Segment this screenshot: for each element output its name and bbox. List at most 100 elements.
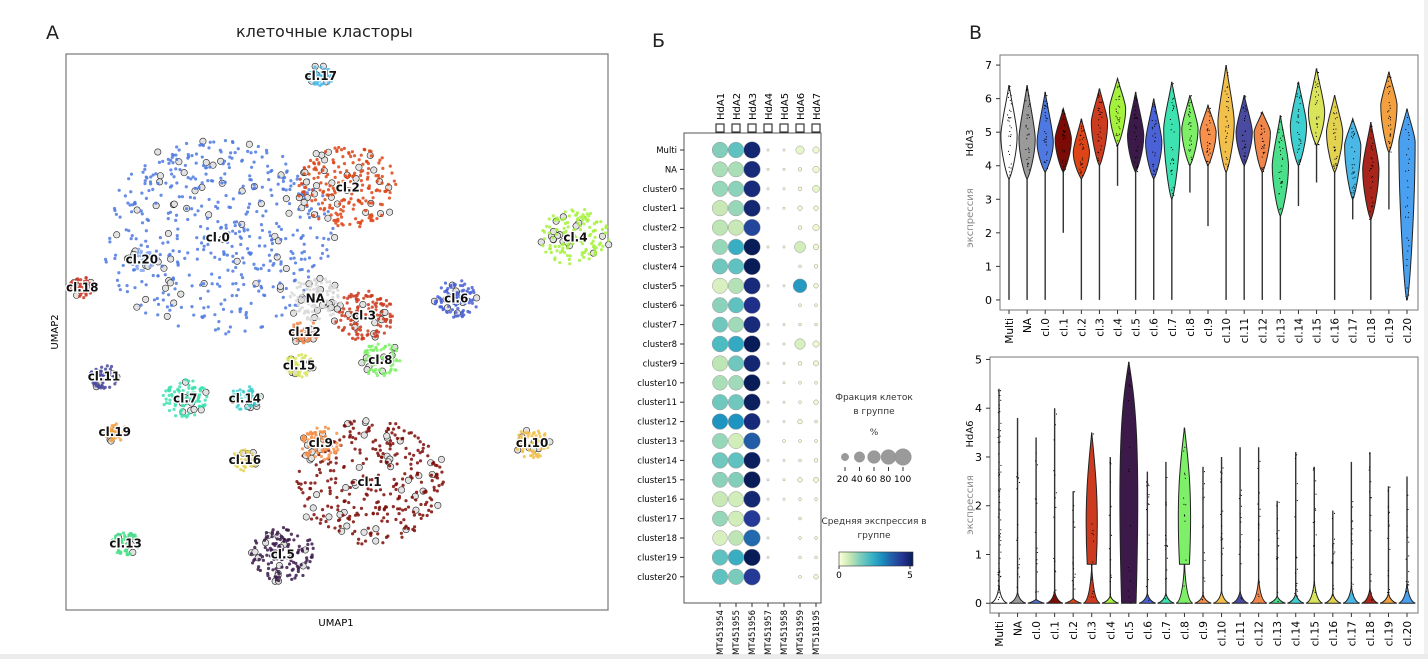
group-label: cluster19 [637, 553, 677, 563]
umap-point [376, 317, 381, 321]
violin-point [1371, 206, 1373, 208]
violin-point [1136, 117, 1138, 119]
umap-point [190, 207, 194, 211]
violin-point [1317, 83, 1319, 85]
umap-point [101, 380, 105, 385]
umap-point [309, 207, 314, 211]
umap-point [340, 313, 344, 318]
group-label: cluster5 [643, 282, 677, 292]
umap-point [183, 163, 187, 168]
violin-point [1082, 143, 1084, 145]
umap-point [84, 293, 88, 297]
umap-point [359, 153, 363, 157]
umap-point [234, 220, 239, 224]
umap-point [348, 485, 352, 490]
violin-point [1275, 558, 1277, 560]
violin-point [1316, 100, 1318, 102]
violin-point [1129, 570, 1131, 572]
dot-cluster1-HdA3 [743, 199, 761, 217]
umap-point [318, 521, 322, 525]
violin-point [1296, 151, 1298, 153]
violin-point [1370, 145, 1372, 147]
umap-point [367, 354, 371, 358]
umap-cluster-label: cl.2 [336, 180, 360, 194]
umap-point [347, 152, 351, 156]
dot-cluster0-HdA7 [812, 185, 820, 193]
umap-point [326, 254, 330, 258]
umap-point [118, 288, 122, 292]
violin-point [1091, 435, 1093, 437]
umap-point [257, 398, 261, 402]
dot-cluster13-HdA7 [814, 439, 818, 443]
umap-point [379, 296, 383, 301]
umap-point [337, 529, 341, 533]
umap-point [374, 346, 378, 350]
violin-point [1258, 539, 1260, 541]
umap-point [206, 305, 210, 309]
violin-point [1262, 167, 1264, 169]
umap-point [448, 310, 452, 314]
umap-point [292, 538, 296, 542]
violin-point [1387, 87, 1389, 89]
umap-cluster-label: cl.13 [109, 536, 141, 550]
x-tick-label: cl.18 [1365, 621, 1377, 646]
dot-cluster17-HdA4 [766, 517, 770, 521]
umap-point [199, 386, 203, 391]
umap-point [310, 76, 314, 80]
umap-point [406, 505, 411, 509]
violin-point [1299, 95, 1301, 97]
umap-point [334, 456, 338, 460]
umap-point [167, 408, 172, 413]
violin-point [1406, 529, 1408, 531]
violin-point [1092, 561, 1094, 563]
dot-cluster7-HdA6 [798, 322, 802, 327]
violin-body [1398, 108, 1416, 301]
violin-cl-16: cl.16 [1325, 95, 1344, 343]
violin-point [1054, 497, 1056, 499]
violin-point [1389, 105, 1391, 107]
violin-point [1017, 477, 1019, 479]
umap-point [224, 226, 228, 230]
umap-point [604, 224, 608, 228]
umap-point [190, 154, 194, 158]
umap-outline-point [282, 195, 290, 203]
umap-point [247, 202, 252, 206]
umap-point [160, 264, 164, 268]
violin-point [1053, 439, 1055, 441]
violin-point [1202, 498, 1204, 500]
umap-point [324, 182, 328, 186]
umap-point [364, 313, 368, 317]
violin-point [1333, 122, 1335, 124]
scroll-margin [1424, 0, 1428, 659]
umap-point [408, 452, 412, 456]
umap-point [352, 505, 356, 510]
umap-point [328, 492, 332, 496]
violin-point [1243, 146, 1245, 148]
violin-cl-8: cl.8 [1181, 95, 1199, 337]
umap-point [329, 313, 333, 317]
umap-point [143, 179, 147, 183]
umap-point [338, 438, 342, 442]
umap-point [430, 498, 434, 502]
umap-point [568, 254, 572, 258]
umap-outline-point [383, 432, 391, 440]
umap-point [268, 234, 272, 238]
umap-point [425, 500, 429, 504]
violin-base [1287, 591, 1305, 604]
violin-point [1294, 458, 1296, 460]
violin-point [1118, 98, 1120, 100]
umap-point [416, 448, 420, 453]
umap-point [268, 546, 272, 550]
violin-cl-12: cl.12 [1250, 447, 1268, 646]
umap-point [317, 217, 321, 221]
umap-point [296, 567, 300, 571]
umap-outline-point [180, 169, 188, 177]
violin-point [1118, 126, 1120, 128]
violin-point [1277, 591, 1279, 593]
group-label: cluster0 [643, 185, 677, 195]
violin-point [1369, 210, 1371, 212]
y-tick-label: 4 [975, 402, 982, 415]
violin-point [998, 538, 1000, 540]
violin-point [1317, 71, 1319, 73]
umap-point [239, 242, 243, 247]
